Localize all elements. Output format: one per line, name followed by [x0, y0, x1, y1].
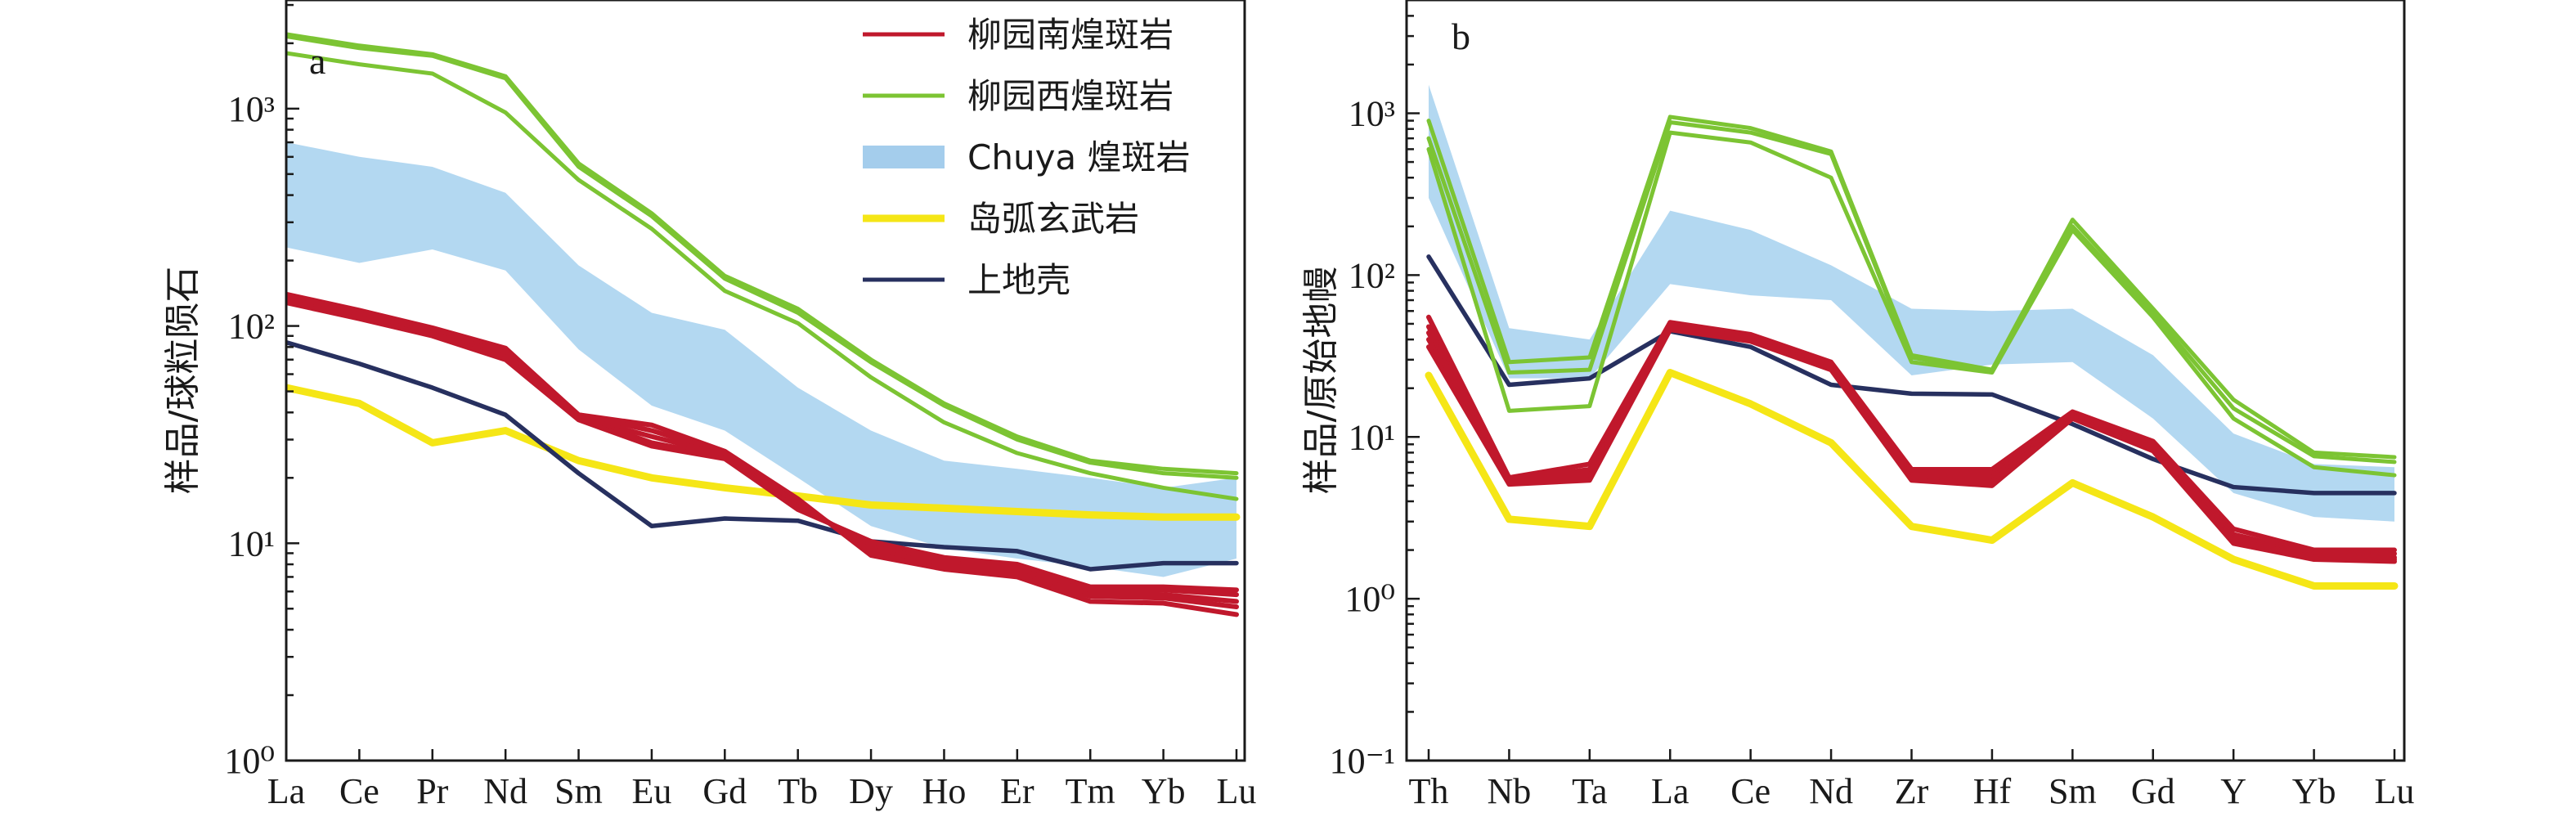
legend-label: 柳园南煌斑岩: [967, 15, 1174, 55]
x-tick-label: Eu: [631, 771, 671, 811]
plot-frame-b: [1405, 0, 2406, 762]
panel-label-a: a: [309, 40, 325, 82]
x-tick-label: Nd: [1809, 771, 1853, 811]
series-group-b: [1425, 114, 2399, 590]
panel-label-b: b: [1452, 16, 1470, 57]
y-tick-label: 10⁰: [1344, 579, 1395, 619]
x-tick-label: Tb: [778, 771, 818, 811]
x-tick-label: Ce: [1730, 771, 1770, 811]
x-tick-label: Zr: [1895, 771, 1929, 811]
x-tick-label: Tm: [1066, 771, 1115, 811]
series-line-west: [1426, 130, 2397, 478]
y-tick-label: 10¹: [1349, 417, 1395, 457]
series-line-west: [286, 34, 1239, 480]
y-tick-label: 10²: [228, 307, 275, 347]
x-tick-label: Hf: [1973, 771, 2012, 811]
x-tick-label: Er: [1000, 771, 1034, 811]
legend-label: 岛弧玄武岩: [967, 199, 1139, 239]
y-axis-title-a: 样品/球粒陨石: [162, 267, 204, 495]
x-tick-label: Sm: [554, 771, 603, 811]
chuya-band-b: [1429, 84, 2394, 522]
x-tick-label: Y: [2220, 771, 2246, 811]
x-tick-label: Nd: [483, 771, 527, 811]
series-line-south: [1426, 327, 2397, 564]
x-tick-label: Sm: [2049, 771, 2097, 811]
x-tick-label: Nb: [1488, 771, 1532, 811]
series-line-crust: [286, 339, 1239, 572]
y-axis-a: 10⁰ 10¹ 10² 10³: [224, 3, 299, 781]
x-tick-label: Gd: [2131, 771, 2175, 811]
y-tick-label: 10⁰: [224, 741, 275, 781]
legend-swatch-band: [863, 146, 945, 168]
y-axis-b: 10⁻¹ 10⁰ 10¹ 10² 10³: [1330, 0, 1420, 781]
y-tick-label: 10¹: [228, 523, 275, 563]
legend-label: 上地壳: [967, 260, 1070, 300]
series-line-arc: [286, 384, 1241, 521]
y-tick-label: 10³: [1349, 94, 1395, 134]
y-tick-label: 10³: [228, 89, 275, 129]
x-tick-label: Pr: [416, 771, 448, 811]
series-line-south: [286, 300, 1239, 593]
panel-b-primitive-mantle: 10⁻¹ 10⁰ 10¹ 10² 10³ Th Nb Ta La Ce Nd Zr Hf Sm Gd Y Yb…: [1300, 0, 2414, 811]
legend-label: Chuya 煌斑岩: [967, 137, 1191, 177]
y-tick-label: 10²: [1349, 255, 1395, 295]
series-line-arc: [1425, 369, 2399, 590]
x-tick-label: Ta: [1572, 771, 1607, 811]
plot-frame-a: [285, 0, 1246, 762]
x-tick-label: Ho: [922, 771, 967, 811]
series-group-a: [286, 32, 1241, 617]
chuya-band-a: [286, 142, 1236, 577]
x-tick-label: Th: [1409, 771, 1449, 811]
series-line-crust: [1426, 254, 2397, 496]
x-tick-label: Lu: [1217, 771, 1257, 811]
legend-label: 柳园西煌斑岩: [967, 76, 1174, 116]
chuya-band-area: [286, 142, 1236, 577]
y-tick-label: 10⁻¹: [1330, 741, 1395, 781]
x-tick-label: Yb: [2292, 771, 2336, 811]
x-tick-label: Lu: [2375, 771, 2415, 811]
series-line-west: [286, 51, 1239, 501]
x-axis-a: La Ce Pr Nd Sm Eu Gd Tb Dy Ho Er Tm Yb Lu: [267, 749, 1257, 811]
y-axis-title-b: 样品/原始地幔: [1300, 267, 1342, 495]
x-tick-label: Ce: [339, 771, 379, 811]
x-tick-label: La: [267, 771, 305, 811]
chuya-band-area: [1429, 84, 2394, 522]
x-tick-label: La: [1651, 771, 1689, 811]
x-tick-label: Yb: [1142, 771, 1186, 811]
x-tick-label: Dy: [849, 771, 893, 811]
x-tick-label: Gd: [702, 771, 747, 811]
x-axis-b: Th Nb Ta La Ce Nd Zr Hf Sm Gd Y Yb Lu: [1409, 749, 2415, 811]
